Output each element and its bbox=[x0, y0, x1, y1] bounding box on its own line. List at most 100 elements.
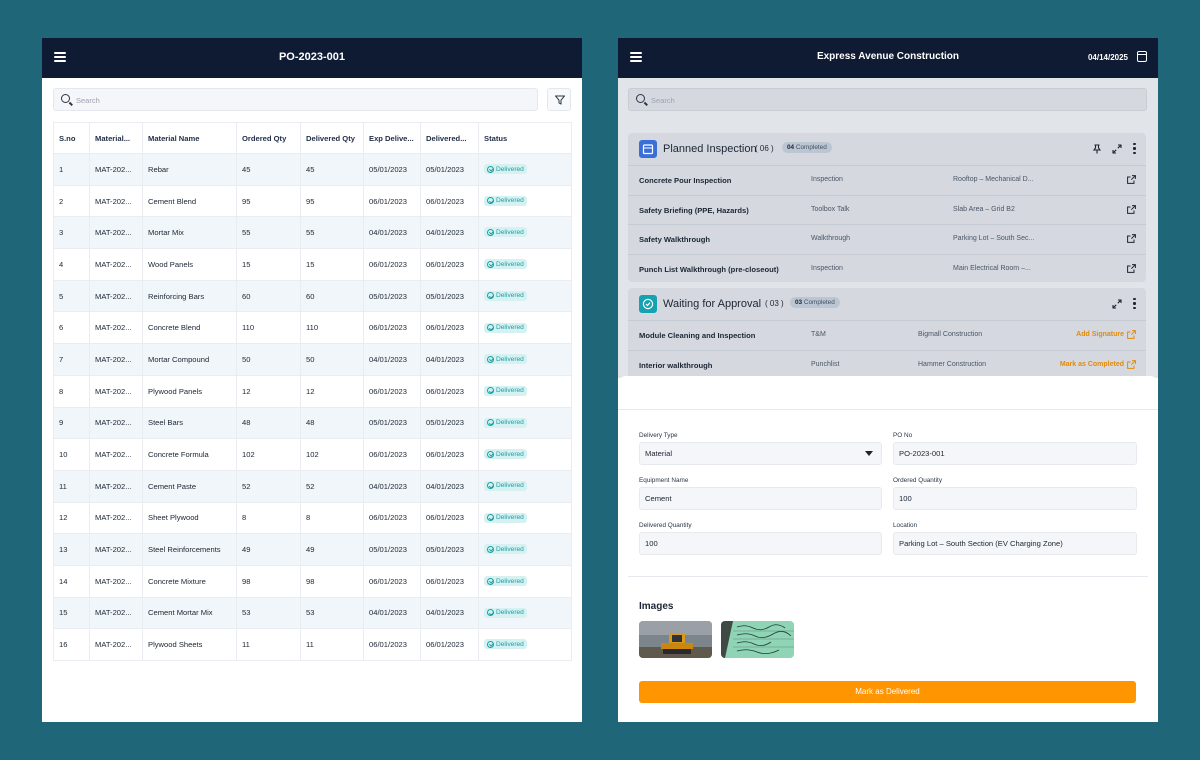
col-ordered-qty[interactable]: Ordered Qty bbox=[236, 122, 301, 154]
approval-action-link[interactable]: Add Signature bbox=[1076, 330, 1136, 339]
badge-text: Completed bbox=[803, 299, 835, 306]
table-row[interactable]: 12 MAT-202... Sheet Plywood 8 8 06/01/2023 06/… bbox=[53, 501, 572, 535]
cell-sno: 3 bbox=[53, 216, 90, 250]
cell-status: Delivered bbox=[478, 628, 572, 661]
filter-button[interactable] bbox=[547, 88, 571, 111]
cell-delivered-qty: 102 bbox=[300, 438, 364, 471]
col-material-code[interactable]: Material... bbox=[89, 122, 143, 154]
filter-icon bbox=[555, 95, 565, 105]
table-row[interactable]: 11 MAT-202... Cement Paste 52 52 04/01/2023 04… bbox=[53, 469, 572, 503]
col-status[interactable]: Status bbox=[478, 122, 572, 154]
dropdown-caret-icon bbox=[865, 451, 873, 456]
list-item[interactable]: Interior walkthrough Punchlist Hammer Co… bbox=[628, 349, 1146, 380]
table-row[interactable]: 13 MAT-202... Steel Reinforcements 49 49 05/0… bbox=[53, 533, 572, 566]
cell-sno: 14 bbox=[53, 564, 90, 598]
bulldozer-image-thumbnail[interactable] bbox=[639, 621, 712, 658]
list-item[interactable]: Safety Briefing (PPE, Hazards) Toolbox T… bbox=[628, 194, 1146, 225]
cell-exp-delivery: 06/01/2023 bbox=[363, 184, 421, 218]
table-row[interactable]: 3 MAT-202... Mortar Mix 55 55 04/01/2023 04/01… bbox=[53, 216, 572, 250]
calendar-icon[interactable] bbox=[1137, 51, 1147, 62]
cell-delivered-date: 06/01/2023 bbox=[420, 438, 479, 471]
equipment-name-field[interactable]: Cement bbox=[639, 487, 882, 510]
inspection-type: Walkthrough bbox=[811, 235, 851, 243]
cell-delivered-date: 06/01/2023 bbox=[420, 311, 479, 345]
menu-icon[interactable] bbox=[630, 52, 642, 62]
cell-material-code: MAT-202... bbox=[89, 564, 143, 598]
col-delivered-qty[interactable]: Delivered Qty bbox=[300, 122, 364, 154]
check-circle-icon bbox=[639, 295, 657, 313]
table-row[interactable]: 2 MAT-202... Cement Blend 95 95 06/01/2023 06/… bbox=[53, 184, 572, 218]
dashboard-search-input[interactable]: Search bbox=[628, 88, 1147, 111]
search-row: Search bbox=[42, 78, 582, 122]
location-field[interactable]: Parking Lot – South Section (EV Charging… bbox=[893, 532, 1137, 555]
waiting-approval-title: Waiting for Approval bbox=[663, 298, 762, 310]
col-sno[interactable]: S.no bbox=[53, 122, 90, 154]
cell-status: Delivered bbox=[478, 311, 572, 345]
table-row[interactable]: 6 MAT-202... Concrete Blend 110 110 06/01/202… bbox=[53, 311, 572, 345]
table-row[interactable]: 8 MAT-202... Plywood Panels 12 12 06/01/2023 0… bbox=[53, 374, 572, 408]
search-input[interactable]: Search bbox=[53, 88, 538, 111]
approval-action-link[interactable]: Mark as Completed bbox=[1060, 359, 1136, 369]
cell-exp-delivery: 04/01/2023 bbox=[363, 469, 421, 503]
list-item[interactable]: Punch List Walkthrough (pre-closeout) In… bbox=[628, 253, 1146, 284]
status-text: Delivered bbox=[496, 387, 524, 395]
cell-delivered-qty: 55 bbox=[300, 216, 364, 250]
check-circle-icon bbox=[487, 609, 494, 617]
delivery-receipt-image-thumbnail[interactable] bbox=[721, 621, 794, 658]
table-row[interactable]: 7 MAT-202... Mortar Compound 50 50 04/01/2023… bbox=[53, 343, 572, 376]
cell-material-code: MAT-202... bbox=[89, 374, 143, 408]
table-row[interactable]: 1 MAT-202... Rebar 45 45 05/01/2023 05/01/2023… bbox=[53, 153, 572, 186]
delivered-quantity-label: Delivered Quantity bbox=[639, 522, 692, 529]
more-vertical-icon[interactable] bbox=[1133, 298, 1136, 309]
status-badge: Delivered bbox=[484, 607, 527, 618]
status-badge: Delivered bbox=[484, 164, 527, 175]
po-number-field[interactable]: PO-2023-001 bbox=[893, 442, 1137, 465]
delivery-type-select[interactable]: Material bbox=[639, 442, 882, 465]
table-row[interactable]: 14 MAT-202... Concrete Mixture 98 98 06/01/20… bbox=[53, 564, 572, 598]
cell-ordered-qty: 55 bbox=[236, 216, 301, 250]
page-title: PO-2023-001 bbox=[278, 51, 346, 63]
col-material-name[interactable]: Material Name bbox=[142, 122, 237, 154]
pin-icon[interactable] bbox=[1093, 143, 1101, 154]
table-row[interactable]: 16 MAT-202... Plywood Sheets 11 11 06/01/2023… bbox=[53, 628, 572, 661]
more-vertical-icon[interactable] bbox=[1133, 143, 1136, 154]
table-row[interactable]: 10 MAT-202... Concrete Formula 102 102 06/01/… bbox=[53, 438, 572, 471]
table-row[interactable]: 4 MAT-202... Wood Panels 15 15 06/01/2023 06/0… bbox=[53, 248, 572, 281]
mark-as-delivered-button[interactable]: Mark as Delivered bbox=[639, 681, 1136, 703]
delivery-bottom-sheet: Delivery Type Material PO No PO-2023-001… bbox=[618, 376, 1158, 722]
delivered-quantity-field[interactable]: 100 bbox=[639, 532, 882, 555]
location-label: Location bbox=[893, 522, 918, 529]
waiting-approval-header[interactable]: Waiting for Approval ( 03 ) 03 Completed bbox=[628, 288, 1146, 320]
planned-inspection-header[interactable]: Planned Inspection ( 06 ) 04 Completed bbox=[628, 133, 1146, 165]
cell-ordered-qty: 50 bbox=[236, 343, 301, 376]
table-row[interactable]: 15 MAT-202... Cement Mortar Mix 53 53 04/01/2… bbox=[53, 596, 572, 630]
cell-sno: 6 bbox=[53, 311, 90, 345]
images-heading: Images bbox=[639, 601, 674, 612]
cell-exp-delivery: 06/01/2023 bbox=[363, 438, 421, 471]
cell-material-name: Cement Blend bbox=[142, 184, 237, 218]
list-item[interactable]: Concrete Pour Inspection Inspection Roof… bbox=[628, 165, 1146, 195]
external-link-icon[interactable] bbox=[1127, 263, 1136, 273]
expand-icon[interactable] bbox=[1112, 298, 1122, 309]
list-item[interactable]: Safety Walkthrough Walkthrough Parking L… bbox=[628, 224, 1146, 254]
check-circle-icon bbox=[487, 292, 494, 300]
expand-icon[interactable] bbox=[1112, 143, 1122, 154]
ordered-quantity-field[interactable]: 100 bbox=[893, 487, 1137, 510]
external-link-icon[interactable] bbox=[1127, 234, 1136, 244]
col-delivered-date[interactable]: Delivered... bbox=[420, 122, 479, 154]
cell-delivered-date: 05/01/2023 bbox=[420, 406, 479, 440]
cell-delivered-date: 06/01/2023 bbox=[420, 628, 479, 661]
external-link-icon[interactable] bbox=[1127, 204, 1136, 214]
col-exp-delivery[interactable]: Exp Delive... bbox=[363, 122, 421, 154]
cell-status: Delivered bbox=[478, 406, 572, 440]
cell-delivered-date: 04/01/2023 bbox=[420, 343, 479, 376]
menu-icon[interactable] bbox=[54, 52, 66, 62]
cell-material-code: MAT-202... bbox=[89, 406, 143, 440]
cell-material-code: MAT-202... bbox=[89, 279, 143, 313]
external-link-icon[interactable] bbox=[1127, 175, 1136, 184]
table-row[interactable]: 9 MAT-202... Steel Bars 48 48 05/01/2023 05/01… bbox=[53, 406, 572, 440]
cell-delivered-qty: 98 bbox=[300, 564, 364, 598]
inspection-name: Concrete Pour Inspection bbox=[639, 176, 732, 185]
table-row[interactable]: 5 MAT-202... Reinforcing Bars 60 60 05/01/202… bbox=[53, 279, 572, 313]
list-item[interactable]: Module Cleaning and Inspection T&M Bigma… bbox=[628, 320, 1146, 350]
